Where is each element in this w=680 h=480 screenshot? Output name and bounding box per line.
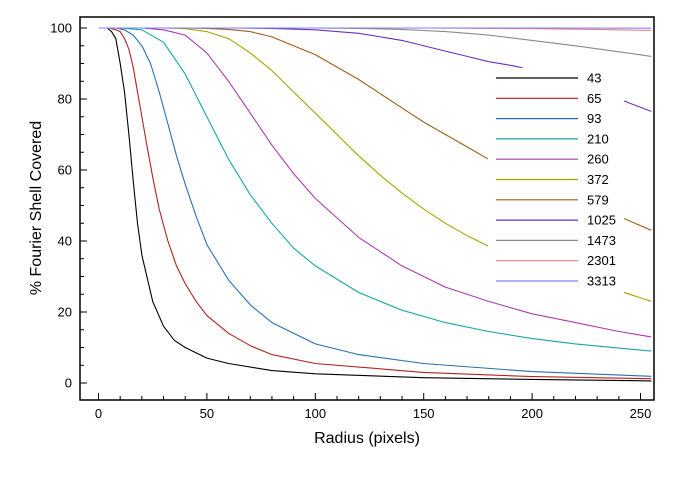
legend-label-65: 65 bbox=[587, 91, 601, 106]
legend-label-3313: 3313 bbox=[587, 274, 616, 289]
legend-label-260: 260 bbox=[587, 152, 609, 167]
y-tick-label-40: 40 bbox=[58, 234, 72, 249]
x-tick-label-100: 100 bbox=[304, 406, 326, 421]
x-tick-label-250: 250 bbox=[630, 406, 652, 421]
legend-label-210: 210 bbox=[587, 131, 609, 146]
legend-label-579: 579 bbox=[587, 192, 609, 207]
y-tick-label-0: 0 bbox=[65, 376, 72, 391]
y-tick-label-60: 60 bbox=[58, 163, 72, 178]
legend-label-2301: 2301 bbox=[587, 253, 616, 268]
x-tick-label-150: 150 bbox=[413, 406, 435, 421]
legend-box bbox=[488, 68, 624, 294]
y-tick-label-20: 20 bbox=[58, 305, 72, 320]
x-tick-label-50: 50 bbox=[200, 406, 214, 421]
legend-label-372: 372 bbox=[587, 172, 609, 187]
y-axis: 0 20 40 60 80 100 bbox=[50, 21, 87, 391]
series-line-93 bbox=[98, 27, 652, 377]
series-line-260 bbox=[98, 27, 652, 338]
legend-label-1473: 1473 bbox=[587, 233, 616, 248]
series-line-43 bbox=[98, 27, 652, 382]
legend-label-1025: 1025 bbox=[587, 213, 616, 228]
y-axis-label: % Fourier Shell Covered bbox=[28, 121, 45, 295]
legend-label-43: 43 bbox=[587, 71, 601, 86]
x-axis: 0 50 100 150 200 250 bbox=[95, 393, 651, 421]
legend-background bbox=[488, 68, 624, 294]
y-tick-label-100: 100 bbox=[50, 21, 72, 36]
x-axis-label: Radius (pixels) bbox=[314, 430, 420, 447]
legend: 43 65 93 210 260 372 579 1025 1473 2301 3313 bbox=[496, 71, 616, 289]
series-line-65 bbox=[98, 27, 652, 380]
x-tick-label-0: 0 bbox=[95, 406, 102, 421]
series-line-210 bbox=[98, 27, 652, 352]
y-tick-label-80: 80 bbox=[58, 92, 72, 107]
x-tick-label-200: 200 bbox=[521, 406, 543, 421]
legend-label-93: 93 bbox=[587, 111, 601, 126]
